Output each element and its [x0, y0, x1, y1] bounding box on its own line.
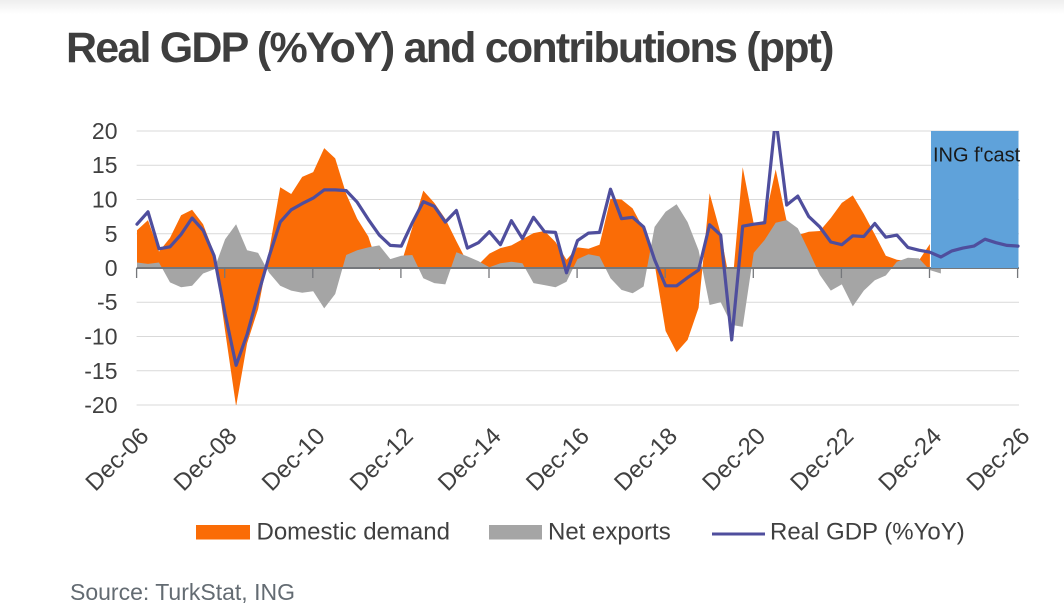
- svg-text:Dec-12: Dec-12: [345, 423, 419, 497]
- svg-text:Dec-24: Dec-24: [873, 423, 947, 497]
- svg-text:-10: -10: [84, 324, 117, 350]
- svg-text:Dec-18: Dec-18: [609, 423, 683, 497]
- svg-text:15: 15: [92, 152, 118, 178]
- svg-text:10: 10: [92, 187, 118, 213]
- svg-text:ING f'cast: ING f'cast: [933, 145, 1021, 167]
- svg-text:Net exports: Net exports: [548, 519, 671, 546]
- svg-text:Domestic demand: Domestic demand: [257, 519, 450, 546]
- svg-text:-5: -5: [97, 289, 117, 315]
- svg-text:Dec-26: Dec-26: [962, 423, 1036, 497]
- svg-text:-15: -15: [84, 358, 117, 384]
- svg-text:Real GDP (%YoY): Real GDP (%YoY): [770, 519, 965, 546]
- svg-text:Dec-08: Dec-08: [169, 423, 243, 497]
- svg-text:Dec-16: Dec-16: [521, 423, 595, 497]
- svg-text:20: 20: [92, 118, 118, 144]
- svg-text:Dec-10: Dec-10: [257, 423, 331, 497]
- svg-text:Dec-06: Dec-06: [81, 423, 155, 497]
- svg-text:0: 0: [105, 255, 118, 281]
- svg-text:Dec-14: Dec-14: [433, 423, 507, 497]
- svg-text:Dec-20: Dec-20: [697, 423, 771, 497]
- svg-text:5: 5: [105, 221, 118, 247]
- svg-text:-20: -20: [84, 392, 117, 418]
- svg-text:Dec-22: Dec-22: [785, 423, 859, 497]
